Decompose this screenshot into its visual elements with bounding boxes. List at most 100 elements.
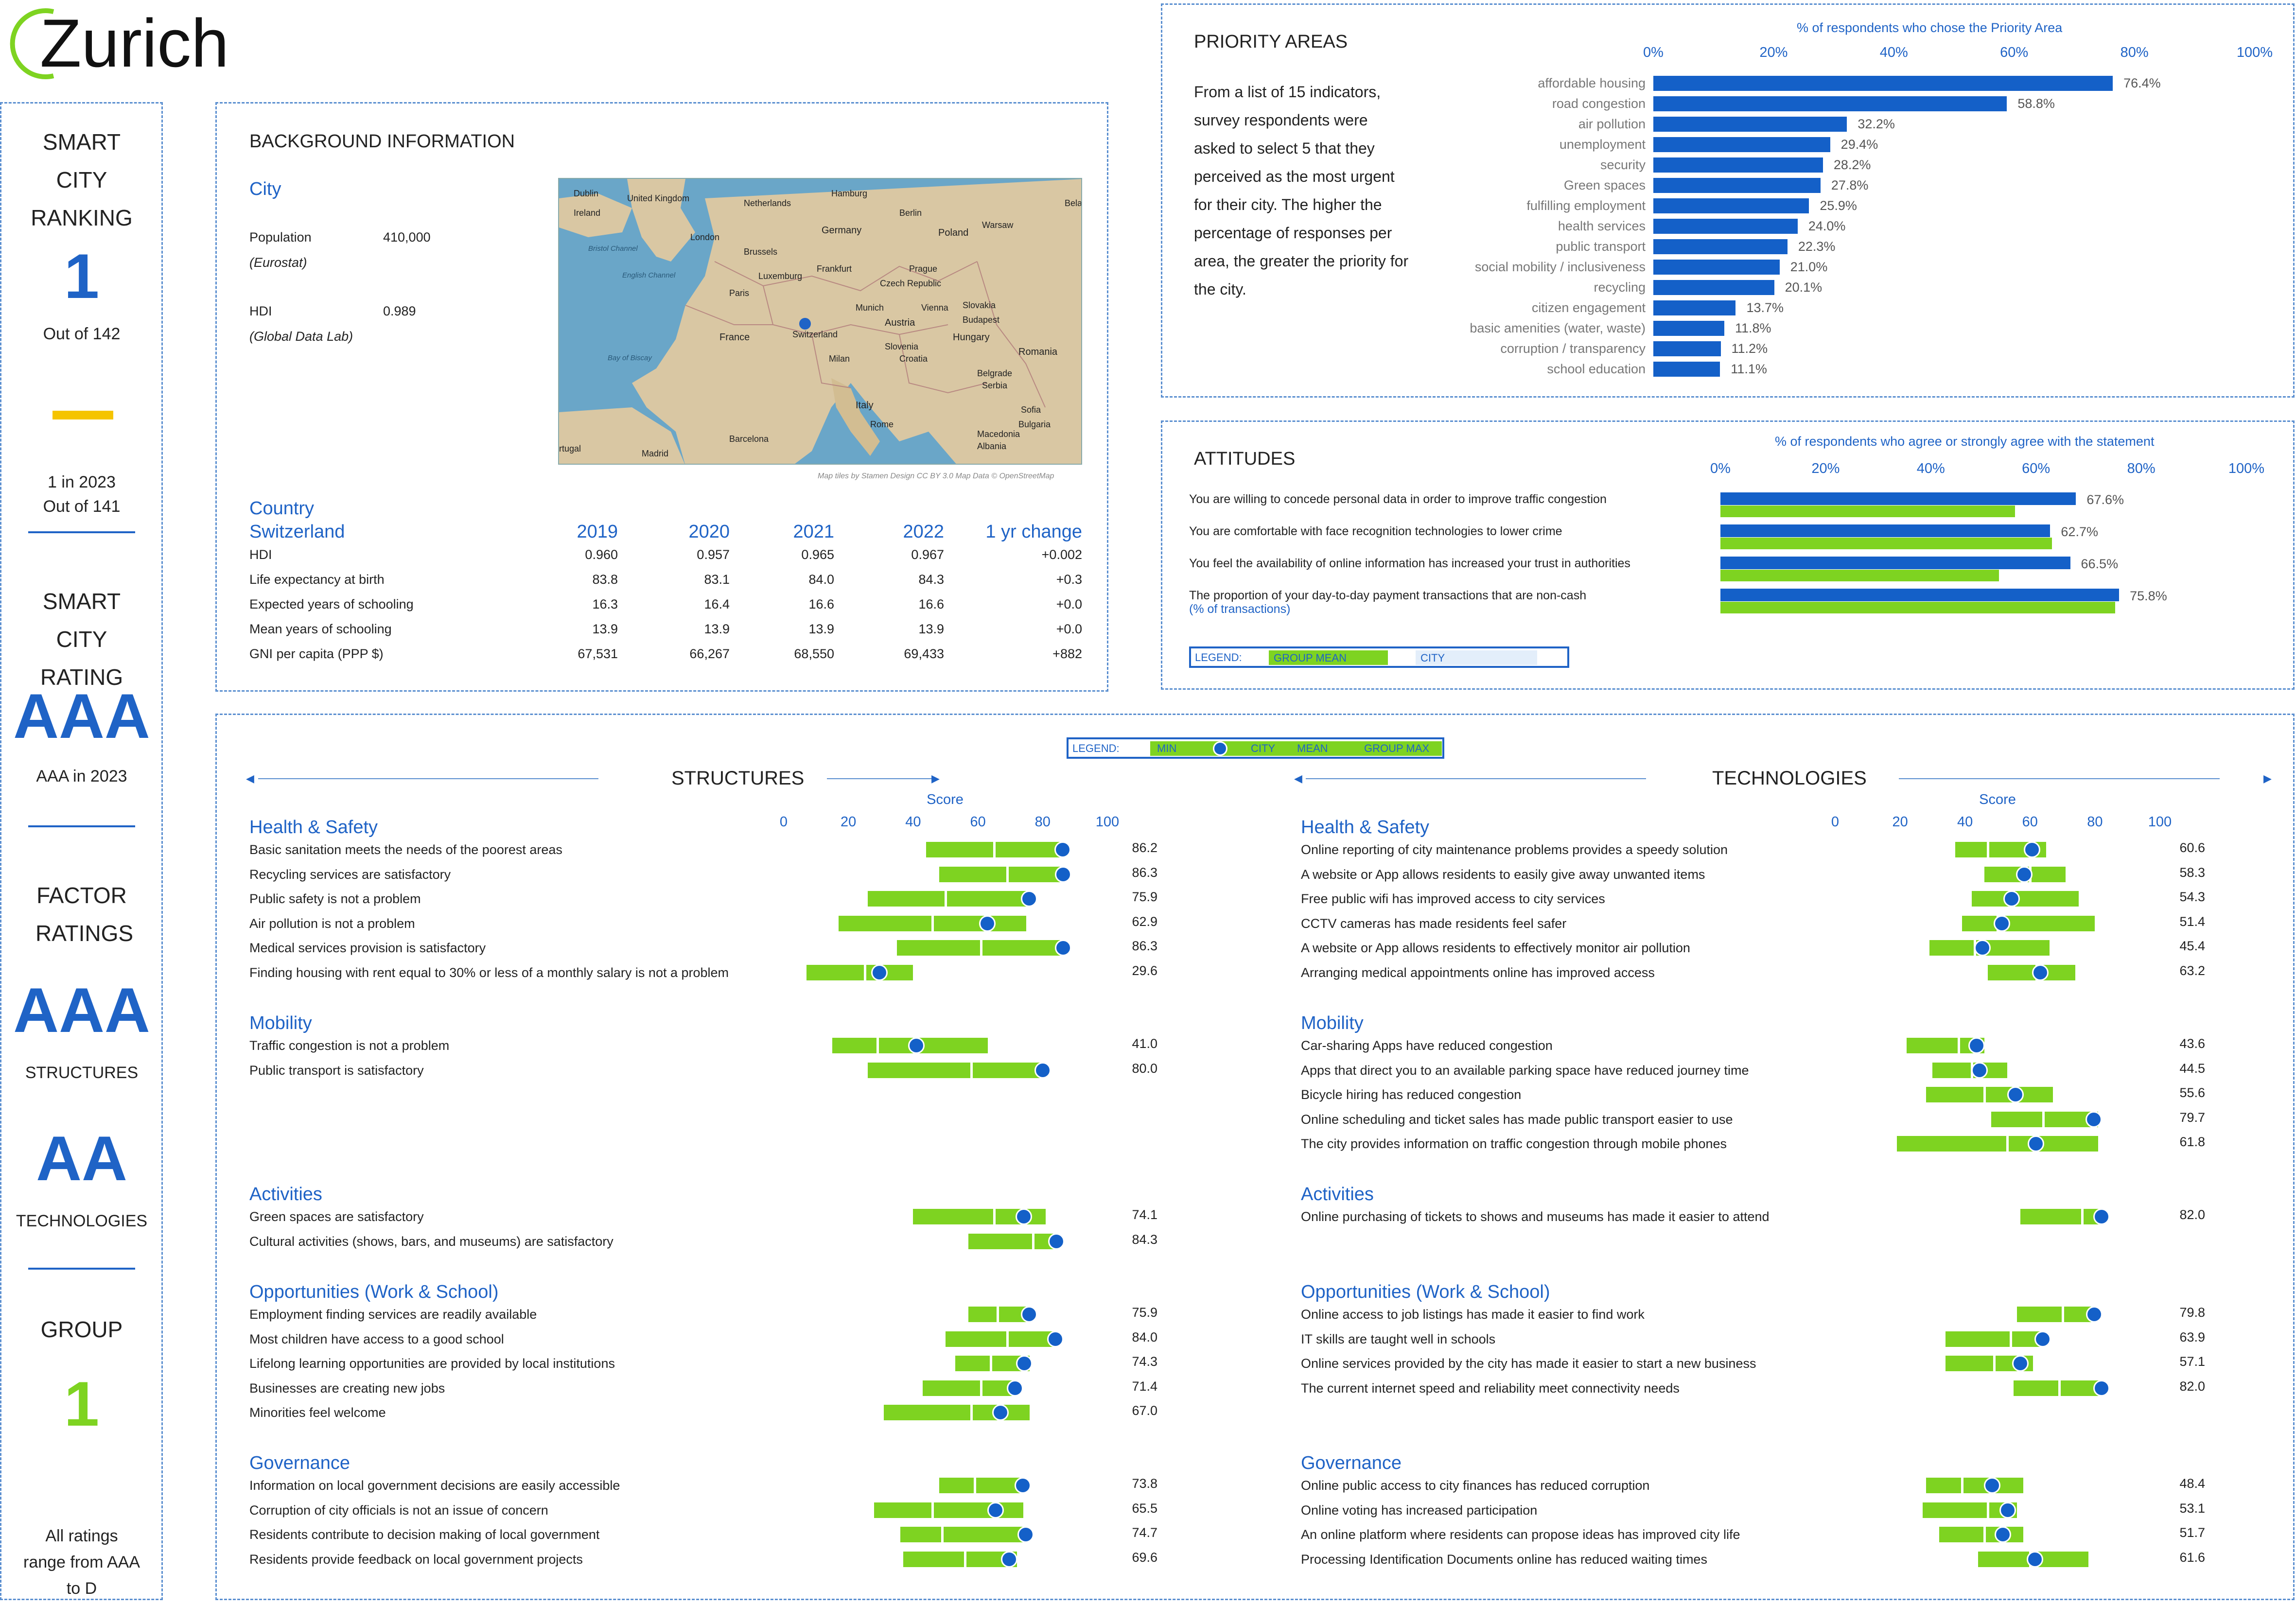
legend-group-max: GROUP MAX bbox=[1364, 742, 1430, 754]
country-row-value: 0.957 bbox=[697, 547, 730, 562]
prev-out-of: Out of 141 bbox=[43, 497, 121, 516]
attitude-group-mean-bar bbox=[1720, 538, 2052, 549]
structures-arrow-line bbox=[258, 778, 598, 779]
technologies-item-label: Online scheduling and ticket sales has m… bbox=[1301, 1112, 1733, 1127]
structures-city-dot bbox=[1015, 1208, 1032, 1225]
structures-item-value: 69.6 bbox=[1132, 1550, 1157, 1565]
rating-title: SMART CITY RATING bbox=[40, 589, 123, 690]
structures-item-label: Cultural activities (shows, bars, and mu… bbox=[249, 1234, 613, 1249]
structures-city-dot bbox=[1034, 1062, 1051, 1079]
attitude-value-label: 66.5% bbox=[2081, 557, 2119, 571]
priority-value-label: 11.1% bbox=[1731, 362, 1767, 376]
map-label: France bbox=[719, 332, 750, 343]
structures-item-label: Corruption of city officials is not an i… bbox=[249, 1502, 548, 1518]
legend-city-dot bbox=[1213, 741, 1227, 756]
country-row-value: 16.6 bbox=[918, 597, 944, 611]
structures-section-heading: Mobility bbox=[249, 1013, 312, 1033]
technologies-item-label: A website or App allows residents to eff… bbox=[1301, 941, 1690, 955]
structures-section-heading: Activities bbox=[249, 1184, 322, 1204]
technologies-item-value: 54.3 bbox=[2179, 890, 2205, 904]
rank-change-indicator bbox=[53, 411, 113, 419]
structures-range-bar bbox=[968, 1233, 1056, 1249]
technologies-range-bar bbox=[1945, 1331, 2043, 1347]
attitude-group-mean-bar bbox=[1720, 602, 2115, 613]
technologies-arrow-line bbox=[1306, 778, 1646, 779]
technologies-city-dot bbox=[2007, 1086, 2024, 1103]
map-label: Brussels bbox=[744, 247, 778, 257]
country-row-value: 0.965 bbox=[801, 547, 834, 562]
priority-category-label: health services bbox=[1558, 219, 1646, 233]
technologies-item-value: 53.1 bbox=[2179, 1501, 2205, 1516]
technologies-mean-marker bbox=[1993, 1356, 1996, 1371]
structures-city-dot bbox=[1014, 1477, 1031, 1494]
map-label: Munich bbox=[856, 303, 884, 313]
structures-mean-marker bbox=[980, 940, 983, 956]
map-label: Barcelona bbox=[729, 434, 769, 444]
attitude-statement: You feel the availability of online info… bbox=[1189, 557, 1630, 570]
priority-value-label: 28.2% bbox=[1833, 157, 1871, 172]
map-label: Berlin bbox=[899, 208, 922, 218]
attitude-group-mean-bar bbox=[1720, 570, 1999, 581]
priority-title: PRIORITY AREAS bbox=[1194, 32, 1348, 52]
attitude-value-label: 67.6% bbox=[2086, 492, 2124, 507]
country-row-label: GNI per capita (PPP $) bbox=[249, 646, 384, 661]
legend-mean: MEAN bbox=[1297, 742, 1328, 754]
map-label: Bela bbox=[1065, 198, 1082, 208]
legend-group-mean: GROUP MEAN bbox=[1269, 650, 1388, 665]
priority-axis-tick: 80% bbox=[2120, 45, 2149, 60]
structures-mean-marker bbox=[931, 915, 934, 931]
technologies-city-dot bbox=[2086, 1111, 2103, 1128]
structures-item-value: 65.5 bbox=[1132, 1501, 1157, 1516]
priority-category-label: unemployment bbox=[1559, 137, 1646, 152]
priority-axis-tick: 40% bbox=[1879, 45, 1908, 60]
structures-arrow-line bbox=[827, 778, 934, 779]
attitudes-axis-title: % of respondents who agree or strongly a… bbox=[1775, 434, 2155, 449]
technologies-item-value: 57.1 bbox=[2179, 1354, 2205, 1369]
scores-panel: LEGEND: MIN CITY MEAN GROUP MAX ◀ STRUCT… bbox=[215, 714, 2295, 1600]
structures-city-dot bbox=[1021, 890, 1038, 907]
technologies-rating: AA bbox=[36, 1123, 127, 1194]
priority-category-label: Green spaces bbox=[1563, 178, 1646, 192]
map-label: United Kingdom bbox=[627, 193, 690, 203]
map-label: Slovenia bbox=[885, 342, 919, 351]
map-label: English Channel bbox=[622, 271, 676, 279]
year-header: 1 yr change bbox=[985, 522, 1082, 542]
attitude-value-label: 75.8% bbox=[2130, 589, 2167, 603]
attitude-city-bar bbox=[1720, 557, 2070, 569]
rank-value: 1 bbox=[64, 241, 100, 312]
technologies-item-label: Free public wifi has improved access to … bbox=[1301, 891, 1605, 906]
country-row-value: 84.3 bbox=[918, 572, 944, 587]
priority-value-label: 11.8% bbox=[1735, 321, 1771, 335]
map-label: Czech Republic bbox=[880, 279, 942, 288]
country-heading: Country bbox=[249, 498, 315, 519]
structures-range-bar bbox=[868, 891, 1030, 907]
technologies-axis-tick: 100 bbox=[2148, 814, 2172, 830]
priority-bar bbox=[1653, 341, 1721, 356]
city-name: Zurich bbox=[40, 5, 229, 81]
technologies-item-value: 48.4 bbox=[2179, 1476, 2205, 1491]
structures-item-value: 73.8 bbox=[1132, 1476, 1157, 1491]
priority-value-label: 22.3% bbox=[1798, 239, 1836, 254]
technologies-axis-tick: 40 bbox=[1957, 814, 1973, 830]
technologies-item-value: 51.4 bbox=[2179, 914, 2205, 929]
priority-bar bbox=[1653, 117, 1847, 132]
structures-item-value: 41.0 bbox=[1132, 1036, 1157, 1051]
map-label: Ireland bbox=[574, 208, 601, 218]
priority-value-label: 32.2% bbox=[1858, 117, 1895, 131]
structures-item-label: Lifelong learning opportunities are prov… bbox=[249, 1356, 615, 1371]
map-label: Warsaw bbox=[982, 220, 1014, 230]
structures-item-label: Businesses are creating new jobs bbox=[249, 1380, 445, 1396]
map-label: Bulgaria bbox=[1018, 419, 1051, 429]
structures-section-heading: Health & Safety bbox=[249, 817, 378, 838]
technologies-range-bar bbox=[1926, 1087, 2053, 1102]
technologies-mean-marker bbox=[1957, 1038, 1960, 1053]
country-name: Switzerland bbox=[249, 522, 345, 542]
attitudes-panel: ATTITUDES % of respondents who agree or … bbox=[1161, 420, 2295, 690]
population-label: Population bbox=[249, 230, 312, 244]
legend-city: CITY bbox=[1416, 650, 1537, 665]
hdi-value: 0.989 bbox=[383, 304, 416, 318]
rating-prev: AAA in 2023 bbox=[36, 767, 127, 785]
europe-map[interactable]: Dublin United Kingdom Ireland Netherland… bbox=[558, 178, 1082, 465]
technologies-item-label: Online purchasing of tickets to shows an… bbox=[1301, 1209, 1770, 1224]
technologies-axis-tick: 20 bbox=[1892, 814, 1908, 830]
